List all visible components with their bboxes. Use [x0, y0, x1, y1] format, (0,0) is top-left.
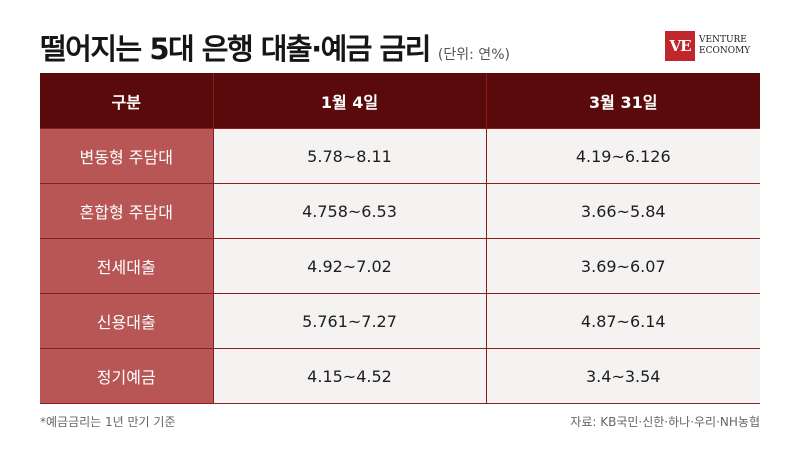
rate-mar31: 4.19~6.126 — [485, 128, 760, 184]
title-row: 떨어지는 5대 은행 대출·예금 금리 (단위: 연%) — [40, 26, 510, 68]
table-header-row: 구분 1월 4일 3월 31일 — [40, 73, 760, 129]
column-header-jan4: 1월 4일 — [212, 73, 486, 129]
rate-jan4: 5.78~8.11 — [212, 128, 486, 184]
page-title: 떨어지는 5대 은행 대출·예금 금리 — [40, 32, 431, 66]
table-row: 전세대출 4.92~7.02 3.69~6.07 — [40, 238, 760, 294]
table-row: 정기예금 4.15~4.52 3.4~3.54 — [40, 348, 760, 404]
row-category: 정기예금 — [40, 348, 213, 404]
column-header-mar31: 3월 31일 — [485, 73, 760, 129]
rate-jan4: 4.92~7.02 — [212, 238, 486, 294]
table-row: 혼합형 주담대 4.758~6.53 3.66~5.84 — [40, 183, 760, 239]
rate-jan4: 4.758~6.53 — [212, 183, 486, 239]
row-category: 신용대출 — [40, 293, 213, 349]
logo-text: VENTURE ECONOMY — [699, 35, 750, 57]
rate-mar31: 3.4~3.54 — [485, 348, 760, 404]
rate-mar31: 4.87~6.14 — [485, 293, 760, 349]
rate-mar31: 3.69~6.07 — [485, 238, 760, 294]
row-category: 혼합형 주담대 — [40, 183, 213, 239]
rate-jan4: 4.15~4.52 — [212, 348, 486, 404]
source-credit: 자료: KB국민·신한·하나·우리·NH농협 — [570, 415, 760, 429]
table-row: 신용대출 5.761~7.27 4.87~6.14 — [40, 293, 760, 349]
venture-economy-logo: VE VENTURE ECONOMY — [665, 31, 750, 61]
logo-line-2: ECONOMY — [699, 46, 751, 56]
row-category: 전세대출 — [40, 238, 213, 294]
footnote: *예금금리는 1년 만기 기준 — [40, 415, 176, 429]
table-row: 변동형 주담대 5.78~8.11 4.19~6.126 — [40, 128, 760, 184]
logo-mark: VE — [665, 31, 695, 61]
rates-table: 구분 1월 4일 3월 31일 변동형 주담대 5.78~8.11 4.19~6… — [40, 73, 760, 404]
column-header-category: 구분 — [40, 73, 213, 129]
row-category: 변동형 주담대 — [40, 128, 213, 184]
rate-jan4: 5.761~7.27 — [212, 293, 486, 349]
logo-line-1: VENTURE — [699, 35, 747, 45]
unit-label: (단위: 연%) — [437, 47, 510, 63]
rate-mar31: 3.66~5.84 — [485, 183, 760, 239]
